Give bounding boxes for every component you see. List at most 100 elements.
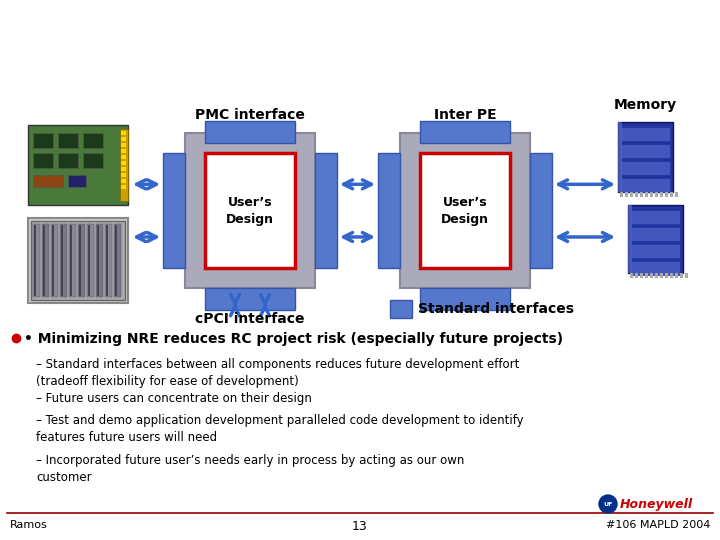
Bar [621, 161, 670, 175]
Bar [420, 121, 510, 143]
Bar [58, 133, 78, 148]
Text: – Future users can concentrate on their design: – Future users can concentrate on their … [36, 392, 312, 405]
Bar [675, 192, 678, 197]
Text: Ramos: Ramos [10, 520, 48, 530]
Text: User’s
Design: User’s Design [226, 195, 274, 226]
Bar [33, 175, 63, 187]
Bar [115, 225, 117, 296]
Bar [650, 192, 653, 197]
Circle shape [599, 495, 617, 513]
Bar [680, 273, 683, 278]
Bar [69, 224, 76, 297]
Bar [650, 273, 653, 278]
Bar [660, 192, 663, 197]
Bar [628, 205, 632, 273]
Bar [400, 133, 530, 288]
Bar [163, 153, 185, 268]
Bar [628, 205, 683, 273]
Bar [635, 273, 638, 278]
Bar [43, 225, 45, 296]
Bar [205, 153, 295, 268]
Bar [635, 192, 638, 197]
Bar [621, 178, 670, 192]
Bar [114, 224, 121, 297]
Bar [625, 192, 628, 197]
Bar [28, 218, 128, 303]
Bar [631, 244, 680, 258]
Bar [530, 153, 552, 268]
Bar [88, 225, 90, 296]
Bar [660, 273, 663, 278]
Bar [645, 273, 648, 278]
Text: Honeywell: Honeywell [620, 498, 693, 511]
Bar [28, 125, 128, 205]
Text: cPCI interface: cPCI interface [195, 312, 305, 326]
Bar [670, 273, 673, 278]
Bar [665, 192, 668, 197]
Bar [420, 153, 510, 268]
Bar [378, 153, 400, 268]
Bar [121, 161, 126, 165]
Bar [630, 273, 633, 278]
Bar [42, 224, 49, 297]
Bar [665, 273, 668, 278]
Bar [106, 225, 108, 296]
Bar [34, 225, 36, 296]
Bar [121, 149, 126, 153]
Bar [205, 121, 295, 143]
Bar [675, 273, 678, 278]
Text: Inter PE: Inter PE [433, 108, 496, 122]
Bar [121, 155, 126, 159]
Bar [70, 225, 72, 296]
Text: • Minimizing NRE reduces RC project risk (especially future projects): • Minimizing NRE reduces RC project risk… [24, 332, 563, 346]
Bar [618, 122, 673, 192]
Bar [79, 225, 81, 296]
Bar [315, 153, 337, 268]
Bar [621, 127, 670, 141]
Bar [631, 261, 680, 275]
Bar [83, 153, 103, 168]
Bar [120, 129, 128, 201]
Bar [121, 179, 126, 183]
Text: 13: 13 [352, 520, 368, 533]
Bar [631, 227, 680, 241]
Text: Standard interfaces: Standard interfaces [418, 302, 574, 316]
Bar [60, 224, 67, 297]
Bar [640, 192, 643, 197]
Bar [670, 192, 673, 197]
Bar [121, 173, 126, 177]
Bar [51, 224, 58, 297]
Bar [58, 153, 78, 168]
Bar [78, 224, 85, 297]
Bar [645, 192, 648, 197]
Bar [87, 224, 94, 297]
Bar [33, 133, 53, 148]
Bar [83, 133, 103, 148]
Text: – Incorporated future user’s needs early in process by acting as our own
custome: – Incorporated future user’s needs early… [36, 454, 464, 483]
Text: – Test and demo application development paralleled code development to identify
: – Test and demo application development … [36, 414, 523, 443]
Bar [618, 122, 622, 192]
Bar [61, 225, 63, 296]
Text: Memory: Memory [613, 98, 677, 112]
Bar [105, 224, 112, 297]
Bar [96, 224, 103, 297]
Bar [31, 221, 125, 300]
Text: Recipe for Success: Minimize NRE: Recipe for Success: Minimize NRE [13, 13, 462, 37]
Bar [630, 192, 633, 197]
Bar [52, 225, 54, 296]
Text: #106 MAPLD 2004: #106 MAPLD 2004 [606, 520, 710, 530]
Text: User’s
Design: User’s Design [441, 195, 489, 226]
Bar [685, 273, 688, 278]
Bar [205, 288, 295, 310]
Bar [655, 273, 658, 278]
Bar [655, 192, 658, 197]
Bar [420, 288, 510, 310]
Bar [121, 137, 126, 141]
Bar [121, 185, 126, 189]
Text: UF: UF [603, 502, 613, 507]
Bar [68, 175, 86, 187]
Bar [33, 153, 53, 168]
Bar [631, 210, 680, 224]
Bar [620, 192, 623, 197]
Bar [121, 131, 126, 135]
